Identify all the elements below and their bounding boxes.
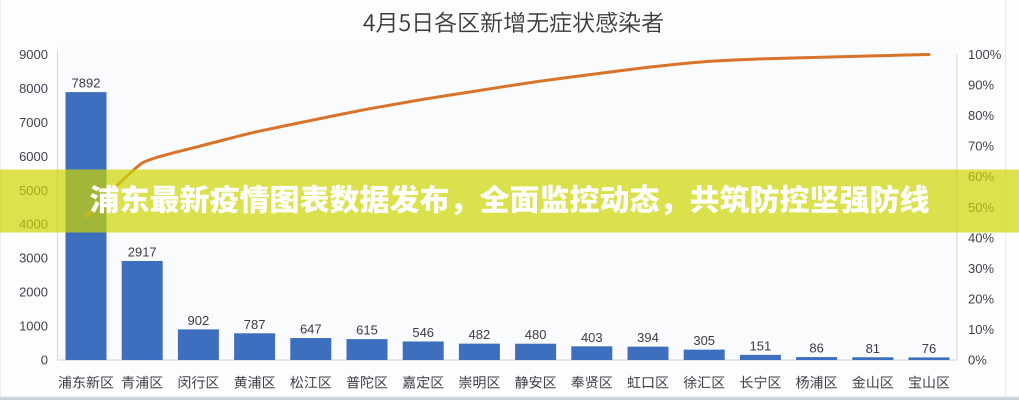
svg-text:787: 787 [244,317,266,332]
svg-text:647: 647 [300,322,322,337]
svg-text:80%: 80% [968,108,994,123]
svg-text:0: 0 [41,353,48,368]
svg-text:305: 305 [693,333,715,348]
svg-text:3000: 3000 [19,251,48,266]
svg-text:8000: 8000 [19,81,48,96]
svg-text:480: 480 [525,327,547,342]
svg-text:394: 394 [637,330,659,345]
svg-text:90%: 90% [968,78,994,93]
svg-text:151: 151 [750,338,772,353]
svg-text:2000: 2000 [19,285,48,300]
svg-text:81: 81 [866,341,880,356]
svg-text:30%: 30% [968,261,994,276]
svg-text:70%: 70% [968,139,994,154]
svg-text:482: 482 [469,327,491,342]
svg-text:100%: 100% [968,47,1002,62]
svg-text:403: 403 [581,330,603,345]
svg-text:20%: 20% [968,291,994,306]
svg-text:902: 902 [188,313,210,328]
svg-text:615: 615 [356,323,378,338]
svg-text:2917: 2917 [128,245,157,260]
svg-text:546: 546 [412,325,434,340]
svg-text:1000: 1000 [19,319,48,334]
svg-text:6000: 6000 [19,149,48,164]
svg-text:40%: 40% [968,230,994,245]
svg-text:7892: 7892 [72,76,101,91]
svg-text:0%: 0% [968,353,987,368]
svg-text:7000: 7000 [19,115,48,130]
svg-text:86: 86 [809,341,823,356]
svg-text:9000: 9000 [19,47,48,62]
svg-text:76: 76 [922,341,936,356]
svg-text:10%: 10% [968,322,994,337]
